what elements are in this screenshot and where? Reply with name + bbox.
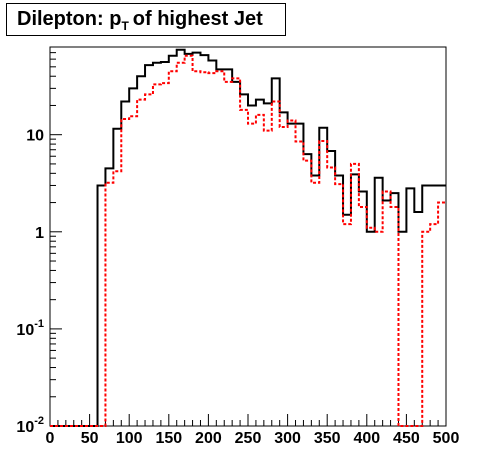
series-solid-line <box>50 48 446 427</box>
chart-title-suffix: of highest Jet <box>132 8 263 30</box>
y-tick-label: 1 <box>35 225 44 242</box>
x-axis: 0 50 100 150 200 250 300 350 400 450 500 <box>46 414 460 447</box>
x-tick-label: 200 <box>195 430 222 447</box>
x-tick-label: 250 <box>235 430 262 447</box>
series-layer <box>50 48 446 427</box>
x-tick-label: 400 <box>353 430 380 447</box>
x-tick-label: 0 <box>46 430 55 447</box>
y-tick-label: 10-2 <box>16 415 44 436</box>
y-tick-label: 10-1 <box>16 318 44 339</box>
x-tick-label: 50 <box>81 430 99 447</box>
x-tick-label: 100 <box>116 430 143 447</box>
chart-title-prefix: Dilepton: p <box>17 8 122 30</box>
y-tick-label: 10 <box>26 128 44 145</box>
x-tick-label: 150 <box>155 430 182 447</box>
x-tick-label: 300 <box>274 430 301 447</box>
x-tick-label: 500 <box>433 430 460 447</box>
y-axis: 10-2 10-1 1 10 <box>16 46 62 436</box>
chart-title-subscript: T <box>121 18 129 33</box>
x-tick-label: 350 <box>314 430 341 447</box>
x-tick-label: 450 <box>393 430 420 447</box>
chart-title: Dilepton: p T of highest Jet <box>6 3 286 36</box>
